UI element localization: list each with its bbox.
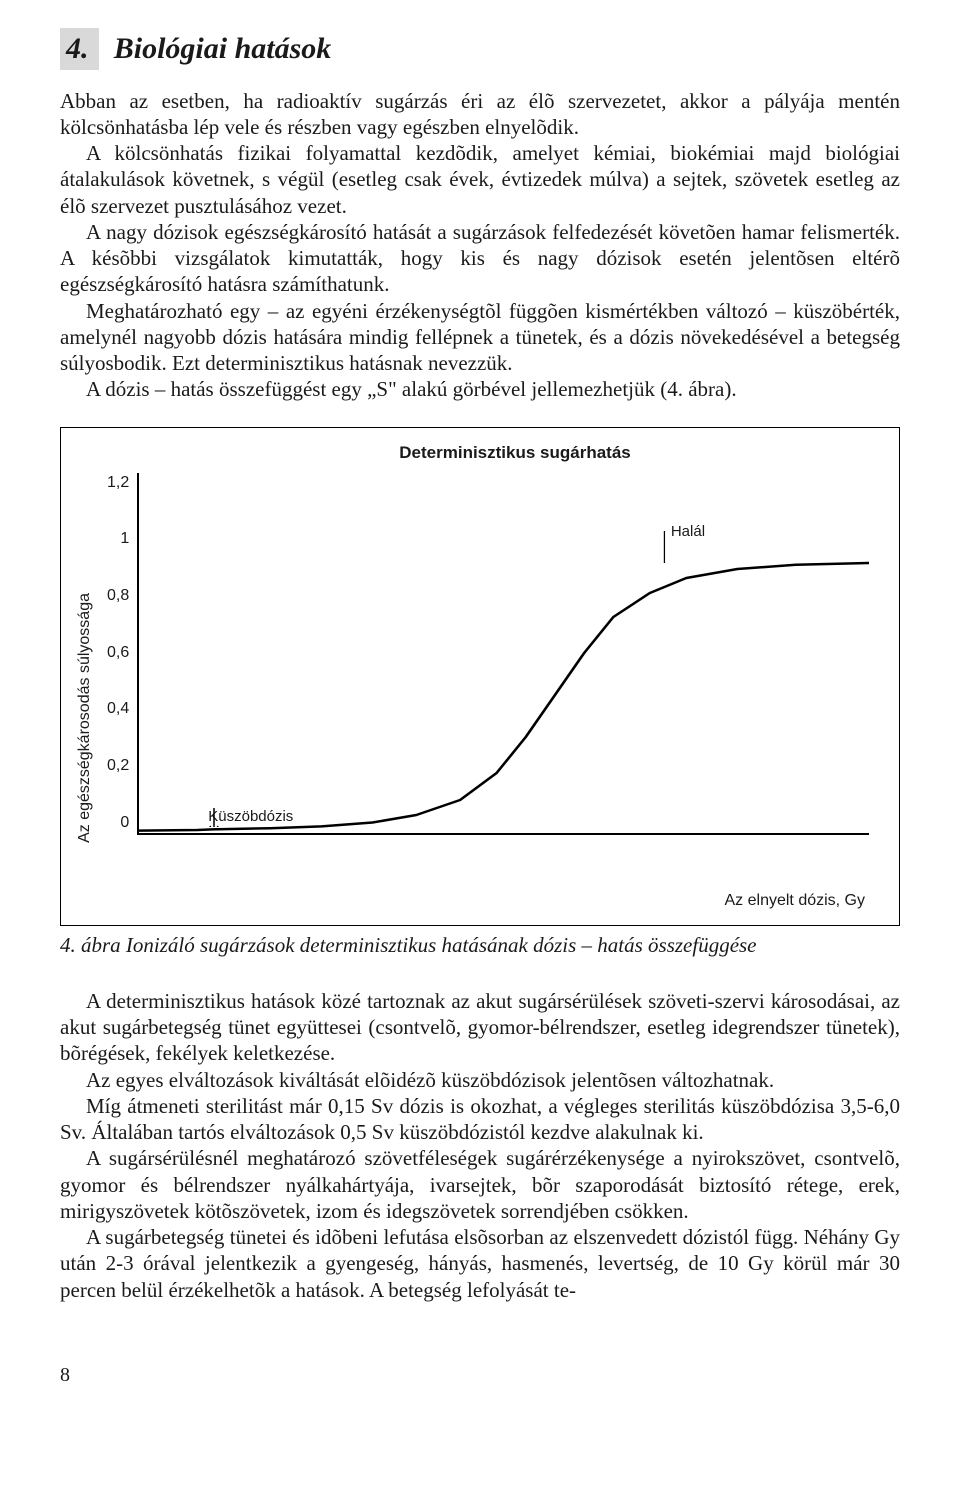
ytick-label: 0,8 bbox=[107, 586, 129, 606]
ytick-label: 1 bbox=[120, 529, 129, 549]
ytick-label: 0 bbox=[120, 813, 129, 833]
paragraph: A sugárbetegség tünetei és idõbeni lefut… bbox=[60, 1224, 900, 1303]
chart-yticks: 1,2 1 0,8 0,6 0,4 0,2 0 bbox=[99, 473, 137, 833]
chart: Determinisztikus sugárhatás Az egészségk… bbox=[71, 442, 869, 911]
page-content: 4. Biológiai hatások Abban az esetben, h… bbox=[0, 0, 960, 1428]
chart-ylabel: Az egészségkárosodás súlyossága bbox=[71, 473, 99, 883]
paragraph: A determinisztikus hatások közé tartozna… bbox=[60, 988, 900, 1067]
chart-plot-row: Az egészségkárosodás súlyossága 1,2 1 0,… bbox=[71, 473, 869, 883]
page-number: 8 bbox=[60, 1363, 900, 1388]
chart-plot-area: Halál Küszöbdózis bbox=[137, 473, 869, 835]
chart-curve-svg bbox=[139, 473, 869, 833]
paragraph: Az egyes elváltozások kiváltását elõidéz… bbox=[60, 1067, 900, 1093]
ytick-label: 0,6 bbox=[107, 643, 129, 663]
section-number: 4. bbox=[60, 28, 99, 70]
paragraph: Abban az esetben, ha radioaktív sugárzás… bbox=[60, 88, 900, 141]
chart-annotation-label: Halál bbox=[671, 523, 705, 540]
paragraph: A sugársérülésnél meghatározó szövetféle… bbox=[60, 1145, 900, 1224]
paragraph: A kölcsönhatás fizikai folyamattal kezdõ… bbox=[60, 140, 900, 219]
section-header: 4. Biológiai hatások bbox=[60, 28, 900, 70]
ytick-label: 0,2 bbox=[107, 756, 129, 776]
chart-title: Determinisztikus sugárhatás bbox=[71, 442, 869, 463]
paragraph: Míg átmeneti sterilitást már 0,15 Sv dóz… bbox=[60, 1093, 900, 1146]
chart-annotation-halal: Halál bbox=[671, 523, 705, 542]
arrow-down-icon bbox=[208, 808, 293, 827]
chart-xlabel: Az elnyelt dózis, Gy bbox=[71, 883, 869, 911]
chart-curve bbox=[139, 563, 869, 831]
paragraph: A dózis – hatás összefüggést egy „S" ala… bbox=[60, 376, 900, 402]
chart-annotation-threshold: Küszöbdózis bbox=[208, 808, 293, 827]
figure-frame: Determinisztikus sugárhatás Az egészségk… bbox=[60, 427, 900, 926]
figure-caption: 4. ábra Ionizáló sugárzások determiniszt… bbox=[60, 932, 900, 958]
section-title: Biológiai hatások bbox=[114, 32, 332, 65]
paragraph: A nagy dózisok egészségkárosító hatását … bbox=[60, 219, 900, 298]
ytick-label: 1,2 bbox=[107, 473, 129, 493]
ytick-label: 0,4 bbox=[107, 699, 129, 719]
paragraph: Meghatározható egy – az egyéni érzékenys… bbox=[60, 298, 900, 377]
